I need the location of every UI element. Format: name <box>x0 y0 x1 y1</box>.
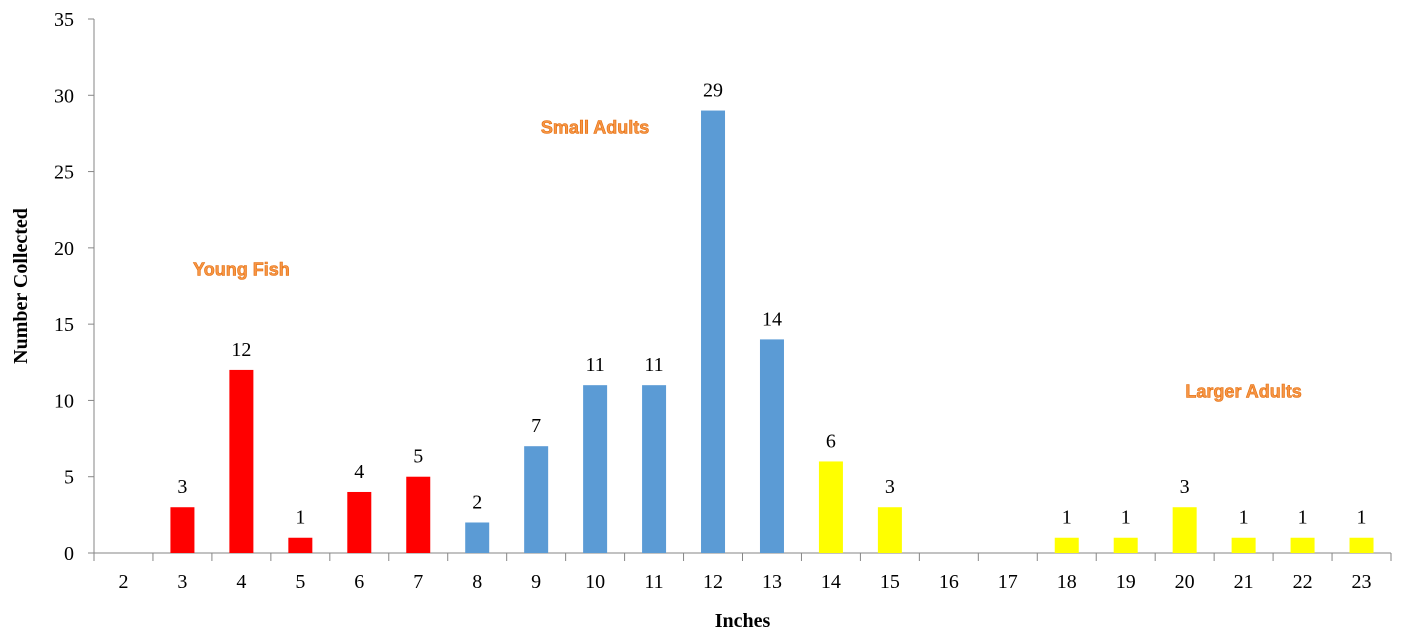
bar <box>818 461 843 553</box>
bar <box>1172 507 1197 553</box>
y-tick-label: 25 <box>54 162 74 184</box>
x-tick-label: 12 <box>703 571 723 593</box>
data-label: 1 <box>295 507 305 529</box>
x-axis-ticks: 2 3 4 5 6 7 8 9 10 11 12 13 14 15 16 17 18 19 20 21 22 23 <box>93 553 1392 593</box>
bar <box>1231 537 1256 553</box>
x-tick-label: 13 <box>762 571 782 593</box>
data-label: 3 <box>177 476 187 498</box>
x-tick-label: 14 <box>821 571 841 593</box>
x-tick-label: 9 <box>531 571 541 593</box>
x-tick-label: 17 <box>998 571 1018 593</box>
bar <box>701 110 726 554</box>
y-tick-label: 10 <box>54 390 74 412</box>
y-tick-label: 0 <box>64 543 74 565</box>
x-tick-label: 6 <box>354 571 364 593</box>
bar <box>642 385 667 553</box>
bar <box>170 507 195 553</box>
axes <box>93 19 1391 554</box>
y-tick-label: 5 <box>64 467 74 489</box>
data-label: 4 <box>354 461 364 483</box>
group-annotation: Larger Adults <box>1185 381 1301 401</box>
bar <box>759 339 784 553</box>
data-label: 1 <box>1298 507 1308 529</box>
bar <box>288 537 313 553</box>
data-label: 14 <box>762 308 782 330</box>
data-label: 1 <box>1357 507 1367 529</box>
bar <box>524 446 549 553</box>
x-tick-label: 20 <box>1175 571 1195 593</box>
data-label: 7 <box>531 415 541 437</box>
y-tick-label: 35 <box>54 9 74 31</box>
x-tick-label: 4 <box>236 571 246 593</box>
bar <box>1054 537 1079 553</box>
data-label: 11 <box>585 354 604 376</box>
bar <box>465 522 490 553</box>
x-tick-label: 2 <box>118 571 128 593</box>
x-tick-label: 15 <box>880 571 900 593</box>
x-tick-label: 18 <box>1057 571 1077 593</box>
data-label: 11 <box>644 354 663 376</box>
y-tick-label: 20 <box>54 238 74 260</box>
x-tick-label: 10 <box>585 571 605 593</box>
data-label: 1 <box>1121 507 1131 529</box>
data-label: 5 <box>413 446 423 468</box>
group-annotations: Young Fish Small Adults Larger Adults <box>193 117 1302 402</box>
y-tick-label: 15 <box>54 314 74 336</box>
bar <box>1349 537 1374 553</box>
data-label: 29 <box>703 80 723 102</box>
x-tick-label: 22 <box>1293 571 1313 593</box>
bar <box>1113 537 1138 553</box>
x-tick-label: 21 <box>1234 571 1254 593</box>
x-tick-label: 19 <box>1116 571 1136 593</box>
bar <box>583 385 608 553</box>
x-tick-label: 8 <box>472 571 482 593</box>
x-tick-label: 7 <box>413 571 423 593</box>
x-tick-label: 23 <box>1352 571 1372 593</box>
data-label: 3 <box>885 476 895 498</box>
data-label: 12 <box>231 339 251 361</box>
group-annotation: Small Adults <box>541 117 649 137</box>
x-tick-label: 11 <box>644 571 663 593</box>
bar <box>406 476 431 553</box>
data-label: 1 <box>1239 507 1249 529</box>
x-axis-title: Inches <box>715 610 771 632</box>
x-tick-label: 16 <box>939 571 959 593</box>
bar <box>1290 537 1315 553</box>
data-label: 2 <box>472 491 482 513</box>
y-axis-ticks: 0 5 10 15 20 25 30 35 <box>54 9 94 565</box>
y-axis-title: Number Collected <box>10 208 32 364</box>
data-label: 3 <box>1180 476 1190 498</box>
bar <box>229 369 254 553</box>
bars <box>170 110 1374 554</box>
bar <box>347 491 372 553</box>
group-annotation: Young Fish <box>193 259 290 279</box>
x-tick-label: 5 <box>295 571 305 593</box>
data-label: 6 <box>826 430 836 452</box>
x-tick-label: 3 <box>177 571 187 593</box>
bar <box>877 507 902 553</box>
data-label: 1 <box>1062 507 1072 529</box>
y-tick-label: 30 <box>54 85 74 107</box>
